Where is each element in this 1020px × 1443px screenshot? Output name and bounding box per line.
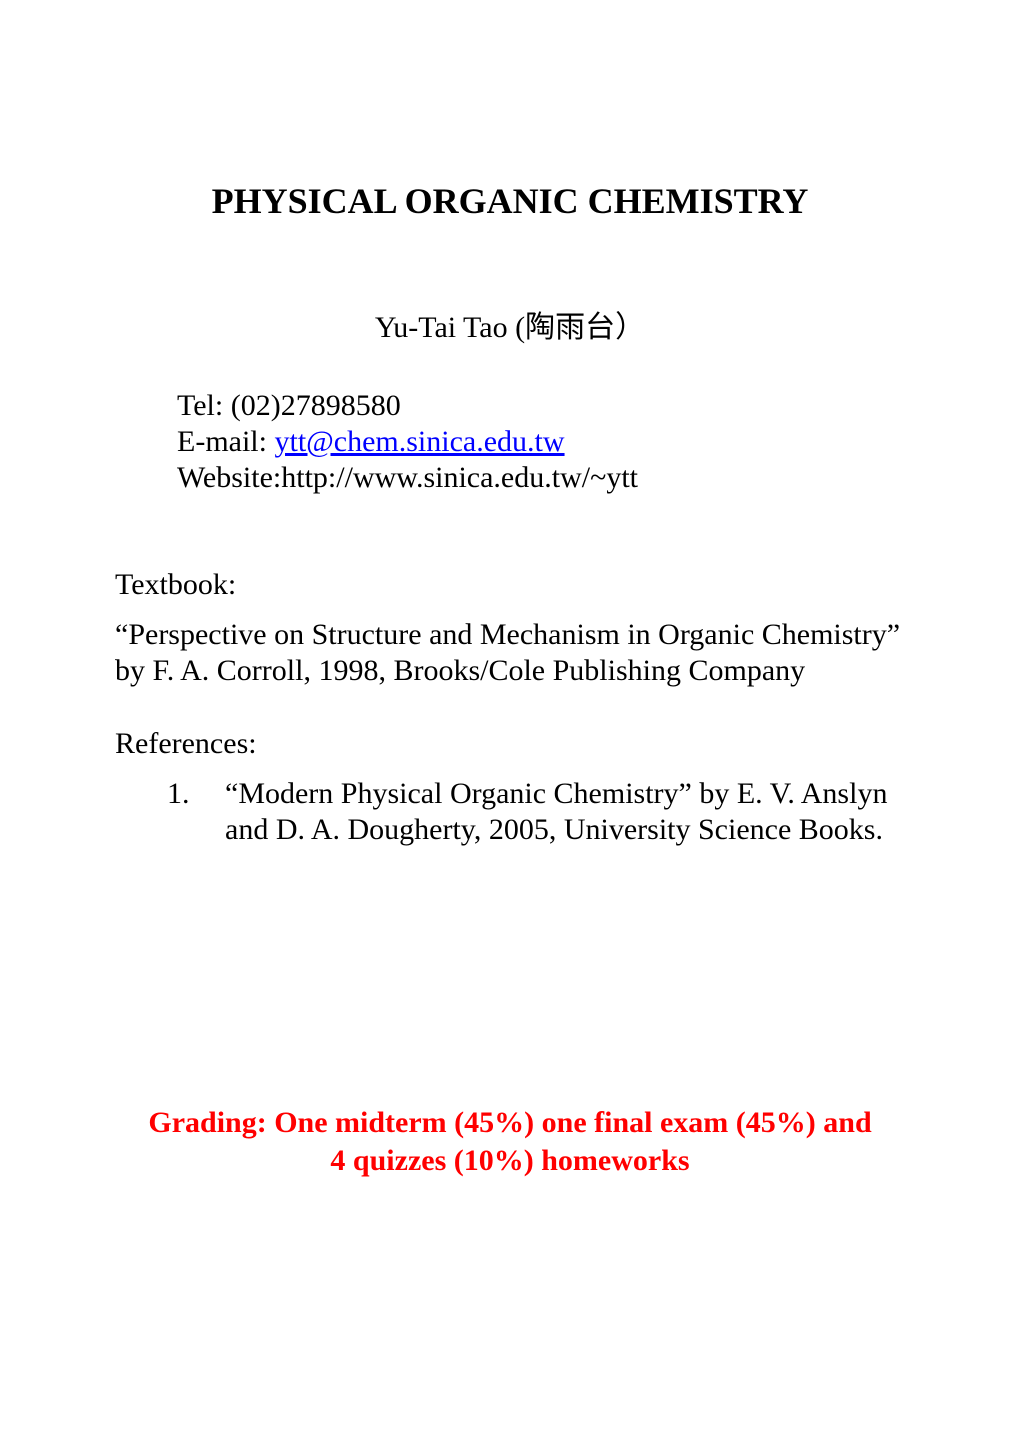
reference-text: “Modern Physical Organic Chemistry” by E… [225, 776, 905, 848]
email-label: E-mail: [177, 425, 274, 458]
email-link[interactable]: ytt@chem.sinica.edu.tw [274, 425, 564, 458]
website-line: Website:http://www.sinica.edu.tw/~ytt [177, 460, 905, 496]
textbook-heading: Textbook: [115, 568, 905, 602]
telephone-line: Tel: (02)27898580 [177, 388, 905, 424]
website-label: Website: [177, 461, 281, 494]
email-line: E-mail: ytt@chem.sinica.edu.tw [177, 424, 905, 460]
references-list: 1. “Modern Physical Organic Chemistry” b… [115, 776, 905, 848]
tel-label: Tel: [177, 389, 231, 422]
references-heading: References: [115, 727, 905, 761]
reference-number: 1. [167, 776, 225, 812]
grading-text: Grading: One midterm (45%) one final exa… [115, 1104, 905, 1179]
contact-block: Tel: (02)27898580 E-mail: ytt@chem.sinic… [115, 388, 905, 496]
textbook-body: “Perspective on Structure and Mechanism … [115, 617, 905, 689]
tel-value: (02)27898580 [231, 389, 401, 422]
grading-line-1: Grading: One midterm (45%) one final exa… [115, 1104, 905, 1142]
course-title: PHYSICAL ORGANIC CHEMISTRY [115, 180, 905, 222]
grading-line-2: 4 quizzes (10%) homeworks [115, 1142, 905, 1180]
website-value: http://www.sinica.edu.tw/~ytt [281, 461, 638, 494]
instructor-name: Yu-Tai Tao (陶雨台） [115, 302, 905, 346]
reference-item: 1. “Modern Physical Organic Chemistry” b… [167, 776, 905, 848]
